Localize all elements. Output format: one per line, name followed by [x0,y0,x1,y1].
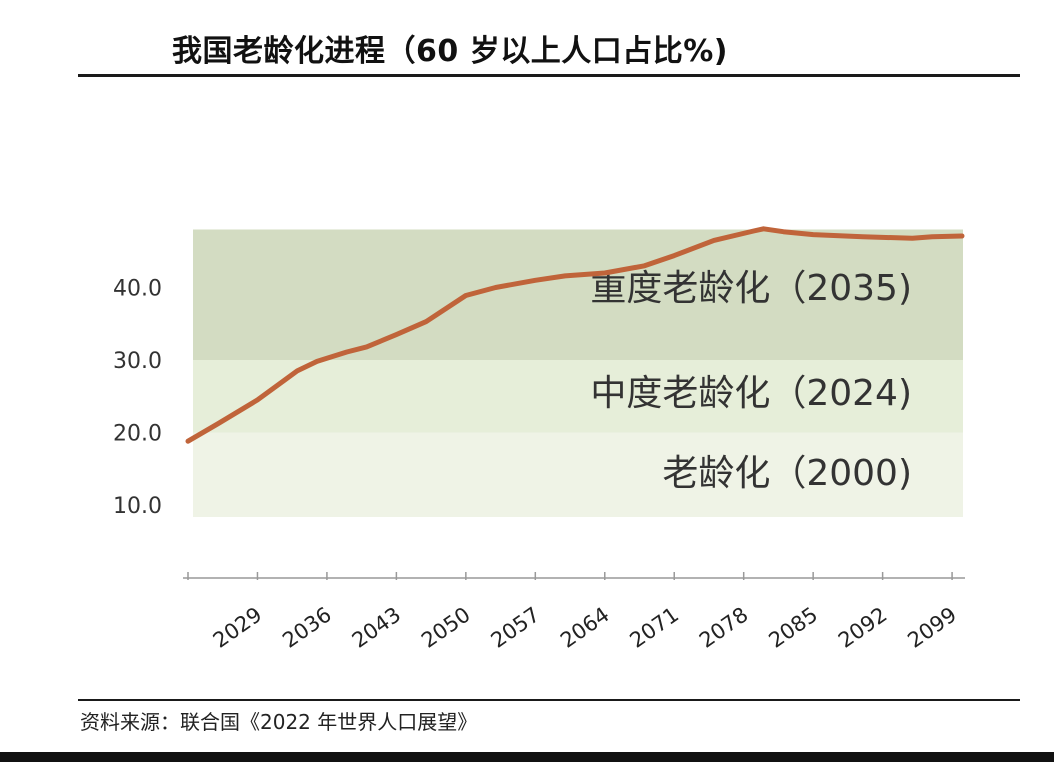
series-line [185,226,965,444]
source-divider [78,699,1020,701]
zone-band [193,432,963,517]
zone-bands [193,229,963,517]
x-tick-label: 2050 [417,602,475,652]
y-tick-label: 20.0 [113,422,162,447]
x-tick-label: 2078 [695,602,753,652]
x-tick-label: 2036 [278,602,336,652]
zone-labels: 老龄化（2000) 中度老龄化（2024) 重度老龄化（2035) [590,268,912,494]
zone-band [193,360,963,433]
x-tick-label: 2029 [209,602,267,652]
title-divider [78,74,1020,77]
chart-title: 我国老龄化进程（60 岁以上人口占比%) [172,34,728,69]
zone-label: 老龄化（2000) [662,453,912,494]
x-axis: 2029 2036 2043 2050 2057 2064 2071 2078 2085 2092… [183,572,965,653]
x-tick-label: 2057 [487,602,545,652]
x-tick-label: 2085 [764,602,822,652]
y-tick-label: 30.0 [113,349,162,374]
zone-label: 中度老龄化（2024) [590,373,912,414]
x-tick-label: 2071 [626,602,684,652]
x-tick-label: 2043 [348,602,406,652]
source-note: 资料来源：联合国《2022 年世界人口展望》 [80,710,478,734]
x-tick-label: 2099 [903,602,961,652]
footer-bar [0,752,1054,762]
x-tick-label: 2064 [556,602,614,652]
x-tick-label: 2092 [834,602,892,652]
zone-band [193,229,963,360]
y-axis: 10.0 20.0 30.0 40.0 [113,277,162,520]
y-tick-label: 40.0 [113,277,162,302]
zone-label: 重度老龄化（2035) [590,268,912,309]
y-tick-label: 10.0 [113,494,162,519]
